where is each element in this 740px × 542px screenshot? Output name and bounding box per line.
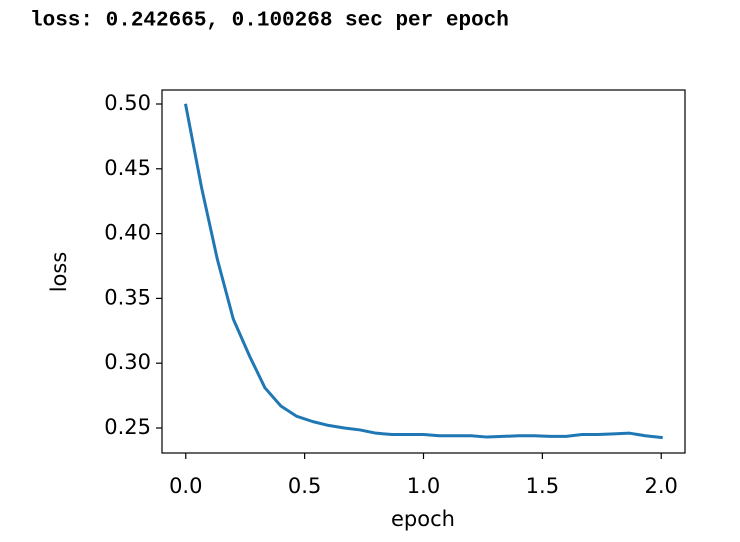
x-tick-label: 0.5 — [288, 474, 321, 498]
y-tick-label: 0.35 — [104, 285, 151, 309]
y-tick-label: 0.50 — [104, 91, 151, 115]
x-tick-label: 0.0 — [169, 474, 202, 498]
y-tick-label: 0.25 — [104, 415, 151, 439]
x-tick-label: 1.5 — [526, 474, 559, 498]
x-tick-label: 2.0 — [645, 474, 678, 498]
y-axis-label: loss — [47, 252, 71, 293]
y-tick-label: 0.30 — [104, 350, 151, 374]
x-tick-label: 1.0 — [407, 474, 440, 498]
output-text: loss: 0.242665, 0.100268 sec per epoch — [30, 10, 509, 33]
y-tick-label: 0.45 — [104, 156, 151, 180]
plot-frame — [161, 89, 686, 454]
y-tick-label: 0.40 — [104, 221, 151, 245]
x-axis-label: epoch — [391, 507, 455, 531]
line — [184, 103, 663, 440]
